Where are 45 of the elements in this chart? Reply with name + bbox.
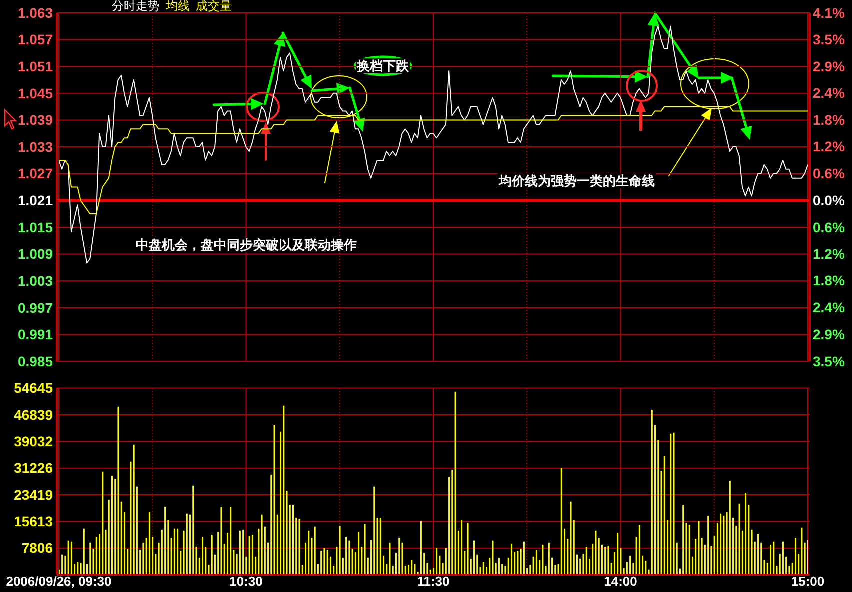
y-tick-label: 1.063 (18, 4, 54, 21)
y-tick-label: 1.051 (18, 58, 54, 75)
annotation: 均价线为强势一类的生命线 (498, 174, 656, 188)
annotation: 中盘机会，盘中同步突破以及联动操作 (135, 238, 358, 252)
y-tick-label: 0.991 (18, 326, 54, 343)
y-tick-label: 15613 (14, 514, 54, 530)
y2-tick-label: 3.5% (813, 353, 846, 370)
y2-tick-label: 0.6% (813, 165, 846, 182)
y-tick-label: 54645 (14, 380, 54, 396)
text: 成交量 (196, 0, 232, 13)
y2-tick-label: 1.2% (813, 138, 846, 155)
x-tick-label: 2006/09/26, 09:30 (6, 574, 112, 590)
y2-tick-label: 1.8% (813, 272, 846, 289)
y-tick-label: 1.015 (18, 219, 54, 236)
y-tick-label: 1.033 (18, 138, 54, 155)
y-tick-label: 1.027 (18, 166, 54, 182)
y-tick-label: 31226 (14, 460, 54, 476)
y-tick-label: 0.997 (18, 300, 54, 316)
y2-tick-label: 0.6% (813, 219, 846, 236)
y-tick-label: 7806 (22, 540, 54, 556)
y-tick-label: 1.021 (18, 192, 54, 209)
y2-tick-label: 2.9% (813, 326, 846, 342)
y-tick-label: 46839 (14, 406, 54, 423)
x-tick-label: 11:30 (417, 574, 450, 590)
text: 均线 (166, 0, 190, 13)
y2-tick-label: 3.5% (813, 31, 846, 48)
y-tick-label: 1.057 (18, 32, 54, 48)
y2-tick-label: 2.4% (813, 300, 846, 316)
y-tick-label: 1.009 (18, 246, 54, 262)
x-tick-label: 15:00 (791, 574, 825, 590)
y2-tick-label: 1.2% (813, 246, 846, 262)
y2-tick-label: 2.9% (813, 58, 846, 74)
x-tick-label: 10:30 (230, 574, 263, 590)
y-tick-label: 39032 (14, 434, 54, 450)
x-tick-label: 14:00 (604, 574, 638, 590)
y2-tick-label: 0.0% (813, 192, 846, 208)
y-tick-label: 1.045 (18, 85, 54, 102)
y2-tick-label: 1.8% (813, 112, 846, 128)
y2-tick-label: 2.4% (813, 85, 846, 102)
y-tick-label: 1.003 (18, 272, 54, 289)
y-tick-label: 1.039 (18, 112, 54, 128)
text: 分时走势 (112, 0, 160, 13)
y-tick-label: 23419 (14, 486, 54, 503)
y2-tick-label: 4.1% (813, 4, 846, 21)
y-tick-label: 0.985 (18, 353, 54, 370)
